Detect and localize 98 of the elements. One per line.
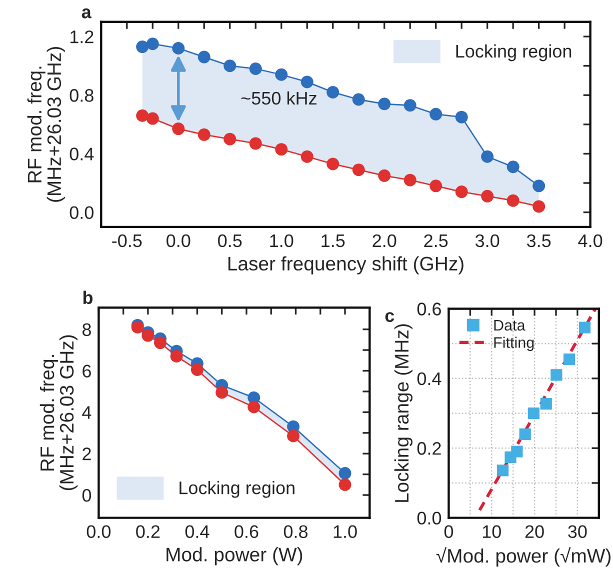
x-axis-title: Laser frequency shift (GHz) <box>228 256 464 274</box>
y-tick-label: 1.2 <box>70 30 94 44</box>
point <box>300 76 314 88</box>
point <box>146 112 159 125</box>
legend-label: Locking region <box>456 44 572 62</box>
point <box>249 137 262 150</box>
point <box>511 446 523 458</box>
point <box>550 369 562 381</box>
chart-title: c <box>385 312 394 322</box>
point <box>532 200 546 213</box>
point <box>496 464 509 476</box>
annotation: ~550 kHz <box>241 91 316 105</box>
x-tick-label: 2.0 <box>372 234 396 248</box>
point <box>404 99 416 112</box>
point <box>352 93 365 106</box>
x-tick-label: 0.2 <box>136 525 160 538</box>
x-tick-label: 0.8 <box>284 525 308 538</box>
y-tick-label: 2 <box>82 448 91 460</box>
x-tick-label: 20 <box>525 525 544 538</box>
y-tick-label: 0.4 <box>417 372 442 386</box>
point <box>481 150 494 163</box>
y-axis-title: Locking range (MHz) <box>394 324 413 502</box>
point <box>378 98 391 110</box>
legend-label: Data <box>494 320 526 331</box>
point <box>224 132 236 146</box>
point <box>198 128 210 141</box>
y-tick-label: 4 <box>82 406 92 419</box>
y-tick-label: 0.8 <box>70 89 94 102</box>
point <box>352 164 365 176</box>
point <box>578 322 591 334</box>
x-tick-label: 2.5 <box>424 234 448 248</box>
point <box>481 190 494 202</box>
point <box>338 467 352 480</box>
point <box>275 143 288 156</box>
y-tick-label: 0 <box>82 488 92 502</box>
x-tick-label: 1.0 <box>270 234 294 248</box>
point <box>326 158 340 170</box>
y-tick-label: 0.0 <box>70 206 94 220</box>
point <box>170 350 183 363</box>
x-tick-label: 0.0 <box>166 234 190 248</box>
x-tick-label: 0.6 <box>234 525 258 538</box>
y-tick-label: 0.0 <box>417 512 442 525</box>
point <box>287 430 300 442</box>
legend-label: Fitting <box>494 336 534 351</box>
chart-title: a <box>82 8 92 18</box>
point <box>455 186 468 198</box>
x-tick-label: 30 <box>568 525 587 538</box>
y-tick-label: 6 <box>82 364 91 378</box>
point <box>540 398 552 410</box>
legend-label: Locking region <box>180 480 294 498</box>
point <box>532 180 546 192</box>
point <box>430 108 442 120</box>
point <box>136 109 149 122</box>
point <box>326 86 340 98</box>
x-tick-label: 0 <box>444 525 454 538</box>
point <box>190 363 204 376</box>
point <box>154 336 167 350</box>
y-axis-title: RF mod. freq. (MHz+26.03 GHz) <box>40 335 78 490</box>
point <box>338 478 352 491</box>
x-tick-label: 4.0 <box>578 234 602 248</box>
point <box>563 353 576 366</box>
x-tick-label: 3.5 <box>526 234 551 248</box>
point <box>142 329 154 342</box>
y-axis-title: RF mod. freq. (MHz+26.03 GHz) <box>27 47 65 202</box>
point <box>455 110 468 124</box>
point <box>248 400 260 414</box>
point <box>404 174 416 186</box>
y-tick-label: 0.4 <box>70 148 94 160</box>
x-tick-label: 3.0 <box>475 234 500 248</box>
x-tick-label: 0.4 <box>185 525 210 538</box>
point <box>519 428 531 440</box>
x-tick-label: 1.0 <box>334 525 357 538</box>
chart-title: b <box>83 290 93 304</box>
point <box>300 150 314 163</box>
point <box>506 160 520 174</box>
point <box>146 38 159 50</box>
point <box>172 42 185 54</box>
y-tick-label: 0.6 <box>417 302 441 316</box>
x-axis-title: Mod. power (W) <box>166 547 302 566</box>
point <box>224 60 236 72</box>
y-tick-label: 8 <box>82 323 91 336</box>
point <box>378 169 391 182</box>
x-tick-label: 0.5 <box>218 234 242 248</box>
point <box>430 180 442 192</box>
x-axis-title: √Mod. power (√mW) <box>436 547 611 567</box>
x-tick-label: 1.5 <box>322 234 345 248</box>
point <box>528 407 540 420</box>
point <box>136 40 149 54</box>
point <box>131 321 144 334</box>
y-tick-label: 0.2 <box>417 442 441 455</box>
point <box>216 386 228 399</box>
point <box>506 194 520 207</box>
point <box>172 122 185 136</box>
point <box>275 68 288 81</box>
x-tick-label: 10 <box>482 525 501 538</box>
point <box>198 50 210 64</box>
x-tick-label: -0.5 <box>112 234 142 248</box>
point <box>249 62 262 76</box>
